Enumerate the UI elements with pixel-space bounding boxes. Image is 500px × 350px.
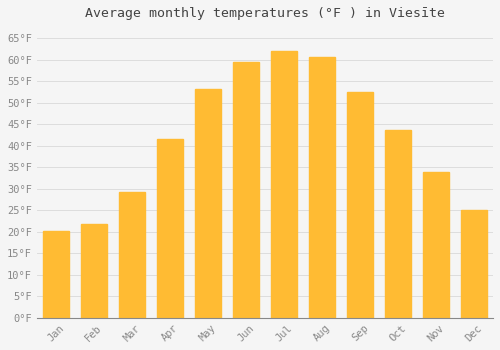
Bar (308, 57, 336, 318)
Bar (346, 92, 374, 318)
Bar (118, 192, 145, 318)
Bar (232, 62, 259, 318)
Bar (42, 231, 69, 318)
Bar (422, 173, 450, 318)
Bar (270, 51, 297, 318)
Bar (384, 130, 411, 318)
Bar (194, 89, 221, 318)
Bar (156, 139, 183, 318)
Bar (460, 210, 487, 318)
Title: Average monthly temperatures (°F ) in Viesīte: Average monthly temperatures (°F ) in Vi… (85, 7, 445, 20)
Bar (80, 224, 107, 318)
